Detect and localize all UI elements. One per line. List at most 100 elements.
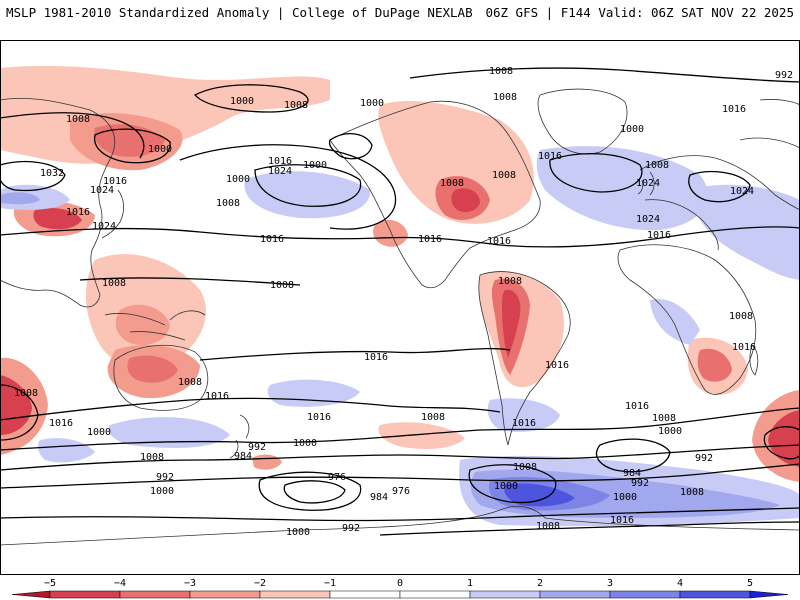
isobar-label: 1008 (216, 198, 240, 209)
anomaly-region-npac-pos1 (244, 171, 371, 219)
colorbar-tick-label: 0 (397, 578, 403, 589)
isobar-label: 1008 (140, 452, 164, 463)
colorbar-swatch (259, 590, 331, 599)
map-title: MSLP 1981-2010 Standardized Anomaly | Co… (6, 5, 473, 20)
anomaly-region-europe-pos1 (690, 184, 800, 280)
isobar-label: 1024 (730, 186, 754, 197)
coastline-indonesia (104, 310, 206, 341)
coastline-europe (639, 155, 800, 251)
isobar-label: 976 (392, 486, 410, 497)
isobar-label: 984 (370, 492, 388, 503)
isobar-1016-pacific-s (199, 347, 511, 361)
colorbar-swatch (399, 590, 471, 599)
colorbar-swatch (119, 590, 191, 599)
isobar-1008-antarctic (0, 507, 800, 522)
anomaly-region-australia-neg3 (127, 355, 178, 383)
isobar-label: 1008 (498, 276, 522, 287)
coastline-asia-right (739, 99, 800, 149)
anomaly-region-samerica-neg4 (502, 289, 521, 358)
isobar-label: 1016 (625, 401, 649, 412)
isobar-label: 1008 (178, 377, 202, 388)
colorbar-swatch (189, 590, 261, 599)
anomaly-region-tasman-pos1 (108, 417, 230, 448)
isobar-984-low-spac (258, 471, 362, 511)
isobar-label: 1008 (493, 92, 517, 103)
isobar-1000-aleutian (193, 84, 309, 113)
isobar-label: 1000 (226, 174, 250, 185)
isobar-label: 1024 (268, 166, 292, 177)
isobar-1016-antarctic (379, 521, 800, 536)
isobar-label: 1016 (722, 104, 746, 115)
colorbar-tick-label: 4 (677, 578, 683, 589)
colorbar-swatch (469, 590, 541, 599)
anomaly-region-satl-pos1 (487, 398, 560, 432)
isobar-label: 992 (342, 523, 360, 534)
isobar-label: 1008 (489, 66, 513, 77)
isobar-1024-npacific (254, 164, 362, 207)
colorbar-swatches (11, 590, 789, 599)
isobar-label: 992 (248, 442, 266, 453)
isobar-label: 1016 (268, 156, 292, 167)
isobar-label: 1016 (103, 176, 127, 187)
isobar-label: 1024 (90, 185, 114, 196)
isobar-1024-europe (688, 170, 751, 203)
isobar-label: 1008 (284, 100, 308, 111)
anomaly-region-namerica-neg1 (378, 100, 534, 224)
isobar-label: 976 (328, 472, 346, 483)
isobar-label: 1016 (487, 236, 511, 247)
isobar-1000-alaska (328, 133, 373, 160)
anomaly-region-tibet-neg4 (33, 208, 82, 230)
anomaly-region-antarctic-pos4 (504, 483, 575, 507)
coastline-south-america (478, 271, 571, 446)
coastline-north-america (329, 100, 541, 289)
isobar-1000-drake (468, 464, 557, 504)
isobar-label: 1000 (658, 426, 682, 437)
isobar-label: 1000 (87, 427, 111, 438)
isobar-label: 1008 (66, 114, 90, 125)
isobar-label: 1016 (732, 342, 756, 353)
isobar-1008-north (409, 67, 800, 83)
isobar-label: 1008 (421, 412, 445, 423)
isobar-label: 1000 (230, 96, 254, 107)
isobar-label: 1016 (538, 151, 562, 162)
coastline-greenland (537, 88, 628, 155)
isobar-label: 1008 (102, 278, 126, 289)
isobar-label: 1000 (286, 527, 310, 538)
isobar-label: 1000 (148, 144, 172, 155)
anomaly-shading (0, 65, 800, 527)
isobar-label: 1008 (680, 487, 704, 498)
isobar-1008-siberia (0, 112, 145, 159)
isobar-label: 1000 (303, 160, 327, 171)
isobar-label: 1008 (270, 280, 294, 291)
anomaly-region-atlantic-pos1 (536, 146, 708, 231)
isobar-992-s-hemi (0, 463, 800, 489)
isobar-label: 1008 (513, 462, 537, 473)
isobar-label: 1016 (418, 234, 442, 245)
colorbar-tick-label: 3 (607, 578, 613, 589)
anomaly-region-pacific-low-neg2 (373, 219, 408, 247)
isobar-984-low-sind (595, 438, 671, 473)
anomaly-region-africa-neg3 (697, 348, 732, 382)
colorbar-tick-label: −5 (44, 578, 56, 589)
anomaly-region-eindian-neg4 (768, 410, 800, 467)
isobar-label: 1000 (360, 98, 384, 109)
isobar-label: 1016 (307, 412, 331, 423)
anomaly-region-namerica-neg4 (451, 188, 480, 213)
colorbar-max-arrow (749, 590, 789, 599)
isobar-label: 992 (775, 70, 793, 81)
isobar-976-low-spac (283, 480, 346, 504)
colorbar-swatch (329, 590, 401, 599)
anomaly-region-siberia-neg3 (94, 124, 165, 157)
isobar-label: 1016 (205, 391, 229, 402)
colorbar-tick-label: −2 (254, 578, 266, 589)
coastline-uk (637, 171, 655, 196)
anomaly-region-indian-pos1 (650, 299, 700, 345)
isobar-label: 1032 (40, 168, 64, 179)
colorbar-tick-label: −4 (114, 578, 126, 589)
isobar-label: 1008 (652, 413, 676, 424)
isobar-label: 1016 (260, 234, 284, 245)
isobar-label: 1016 (545, 360, 569, 371)
isobar-label: 1016 (49, 418, 73, 429)
isobar-label: 1008 (14, 388, 38, 399)
isobar-label: 1008 (729, 311, 753, 322)
